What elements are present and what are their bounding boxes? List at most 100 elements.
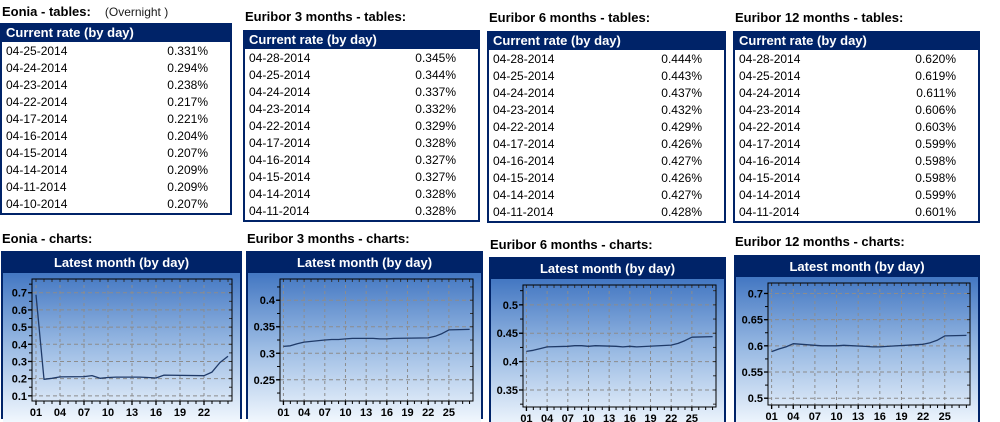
svg-text:0.7: 0.7	[12, 288, 27, 300]
svg-text:13: 13	[852, 411, 864, 422]
date-cell: 04-17-2014	[249, 136, 311, 150]
section-title-text: Euribor 3 months - charts:	[247, 231, 410, 246]
rate-cell: 0.620%	[915, 52, 956, 66]
table-row: 04-28-2014 0.620%	[735, 51, 978, 68]
table-row: 04-25-2014 0.344%	[245, 67, 478, 84]
svg-text:10: 10	[339, 407, 351, 419]
table-row: 04-15-2014 0.327%	[245, 169, 478, 186]
section-title-text: Euribor 3 months - tables:	[245, 9, 407, 24]
section-title-text: Eonia - charts:	[2, 231, 93, 246]
rate-cell: 0.217%	[167, 95, 208, 109]
date-cell: 04-11-2014	[6, 180, 67, 194]
date-cell: 04-17-2014	[739, 137, 801, 151]
date-cell: 04-23-2014	[493, 103, 555, 117]
rate-cell: 0.328%	[415, 187, 456, 201]
table-row: 04-15-2014 0.207%	[2, 145, 230, 162]
svg-text:0.3: 0.3	[260, 348, 275, 360]
section-subtitle-text: (Overnight )	[104, 5, 169, 19]
date-cell: 04-16-2014	[6, 129, 68, 143]
svg-text:25: 25	[939, 411, 951, 422]
table-row: 04-16-2014 0.327%	[245, 152, 478, 169]
date-cell: 04-14-2014	[249, 187, 311, 201]
table-row: 04-16-2014 0.427%	[489, 153, 724, 170]
svg-text:0.25: 0.25	[254, 375, 275, 387]
table-row: 04-16-2014 0.204%	[2, 128, 230, 145]
rate-cell: 0.337%	[415, 85, 456, 99]
rate-cell: 0.601%	[915, 205, 956, 219]
svg-text:0.1: 0.1	[12, 391, 27, 403]
rate-cell: 0.331%	[167, 44, 208, 58]
svg-text:10: 10	[102, 407, 114, 419]
date-cell: 04-17-2014	[493, 137, 555, 151]
rate-cell: 0.427%	[661, 188, 702, 202]
eonia-line-chart: 01 04 07 10 13 16 19 22 0.1 0.2 0.3 0.4 0.5 0.6 0.7	[3, 273, 240, 422]
table-row: 04-22-2014 0.603%	[735, 119, 978, 136]
table-row: 04-17-2014 0.426%	[489, 136, 724, 153]
rate-cell: 0.427%	[661, 154, 702, 168]
euribor-6m-line-chart: 01 04 07 10 13 16 19 22 25 0.35 0.4 0.45 0.5	[491, 279, 724, 422]
svg-text:10: 10	[582, 413, 594, 422]
date-cell: 04-25-2014	[249, 68, 311, 82]
section-title-text: Euribor 12 months - tables:	[735, 10, 904, 25]
rate-cell: 0.327%	[415, 170, 456, 184]
section-title-text: Eonia - tables:	[2, 4, 91, 19]
table-row: 04-22-2014 0.329%	[245, 118, 478, 135]
table-row: 04-14-2014 0.328%	[245, 186, 478, 203]
date-cell: 04-23-2014	[6, 78, 68, 92]
rate-cell: 0.599%	[915, 188, 956, 202]
table-body: 04-28-2014 0.345% 04-25-2014 0.344% 04-24-20…	[245, 49, 478, 220]
date-cell: 04-24-2014	[6, 61, 68, 75]
date-cell: 04-14-2014	[493, 188, 555, 202]
svg-text:07: 07	[809, 411, 821, 422]
svg-text:22: 22	[422, 407, 434, 419]
euribor-3m-chart-panel: Latest month (by day) 01 04 07 10 13 16 19 22 25…	[246, 251, 483, 422]
date-cell: 04-16-2014	[249, 153, 311, 167]
table-row: 04-25-2014 0.443%	[489, 68, 724, 85]
svg-text:0.5: 0.5	[12, 322, 27, 334]
svg-text:01: 01	[765, 411, 777, 422]
table-header: Current rate (by day)	[489, 33, 724, 50]
rate-cell: 0.598%	[915, 171, 956, 185]
euribor-6m-chart-panel: Latest month (by day) 01 04 07 10 13 16 19 22 25…	[489, 257, 726, 422]
svg-text:0.35: 0.35	[254, 322, 275, 334]
svg-text:16: 16	[874, 411, 886, 422]
euribor-12m-line-chart: 01 04 07 10 13 16 19 22 25 0.5 0.55 0.6 0.65 0.7	[736, 277, 978, 422]
rate-cell: 0.344%	[415, 68, 456, 82]
eonia-rate-table: Current rate (by day) 04-25-2014 0.331% 04…	[0, 23, 232, 215]
svg-text:16: 16	[624, 413, 636, 422]
svg-text:04: 04	[787, 411, 800, 422]
rate-cell: 0.209%	[167, 180, 208, 194]
rate-cell: 0.327%	[415, 153, 456, 167]
date-cell: 04-22-2014	[6, 95, 68, 109]
date-cell: 04-15-2014	[739, 171, 801, 185]
svg-text:22: 22	[198, 407, 210, 419]
date-cell: 04-16-2014	[493, 154, 555, 168]
rate-cell: 0.611%	[916, 86, 956, 100]
svg-text:0.55: 0.55	[742, 367, 763, 379]
date-cell: 04-22-2014	[493, 120, 555, 134]
date-cell: 04-11-2014	[493, 205, 554, 219]
rate-cell: 0.329%	[415, 119, 456, 133]
section-title-euribor12m-charts: Euribor 12 months - charts:	[735, 233, 905, 251]
rate-cell: 0.599%	[915, 137, 956, 151]
date-cell: 04-17-2014	[6, 112, 68, 126]
euribor-3m-rate-table: Current rate (by day) 04-28-2014 0.345% 04…	[243, 30, 480, 222]
date-cell: 04-14-2014	[739, 188, 801, 202]
svg-text:0.4: 0.4	[260, 295, 276, 307]
svg-text:04: 04	[54, 407, 67, 419]
svg-text:16: 16	[381, 407, 393, 419]
table-row: 04-28-2014 0.345%	[245, 50, 478, 67]
chart-plot-area: 01 04 07 10 13 16 19 22 25 0.35 0.4 0.45 0.5	[491, 279, 724, 422]
rate-cell: 0.328%	[415, 136, 456, 150]
date-cell: 04-28-2014	[739, 52, 801, 66]
table-header: Current rate (by day)	[2, 25, 230, 42]
table-row: 04-15-2014 0.598%	[735, 170, 978, 187]
rate-cell: 0.428%	[661, 205, 702, 219]
rate-cell: 0.426%	[661, 137, 702, 151]
svg-text:07: 07	[78, 407, 90, 419]
date-cell: 04-24-2014	[739, 86, 801, 100]
rate-cell: 0.606%	[915, 103, 956, 117]
svg-text:0.2: 0.2	[12, 374, 27, 386]
chart-plot-area: 01 04 07 10 13 16 19 22 25 0.5 0.55 0.6 0.65 0.7	[736, 277, 978, 422]
table-row: 04-24-2014 0.437%	[489, 85, 724, 102]
